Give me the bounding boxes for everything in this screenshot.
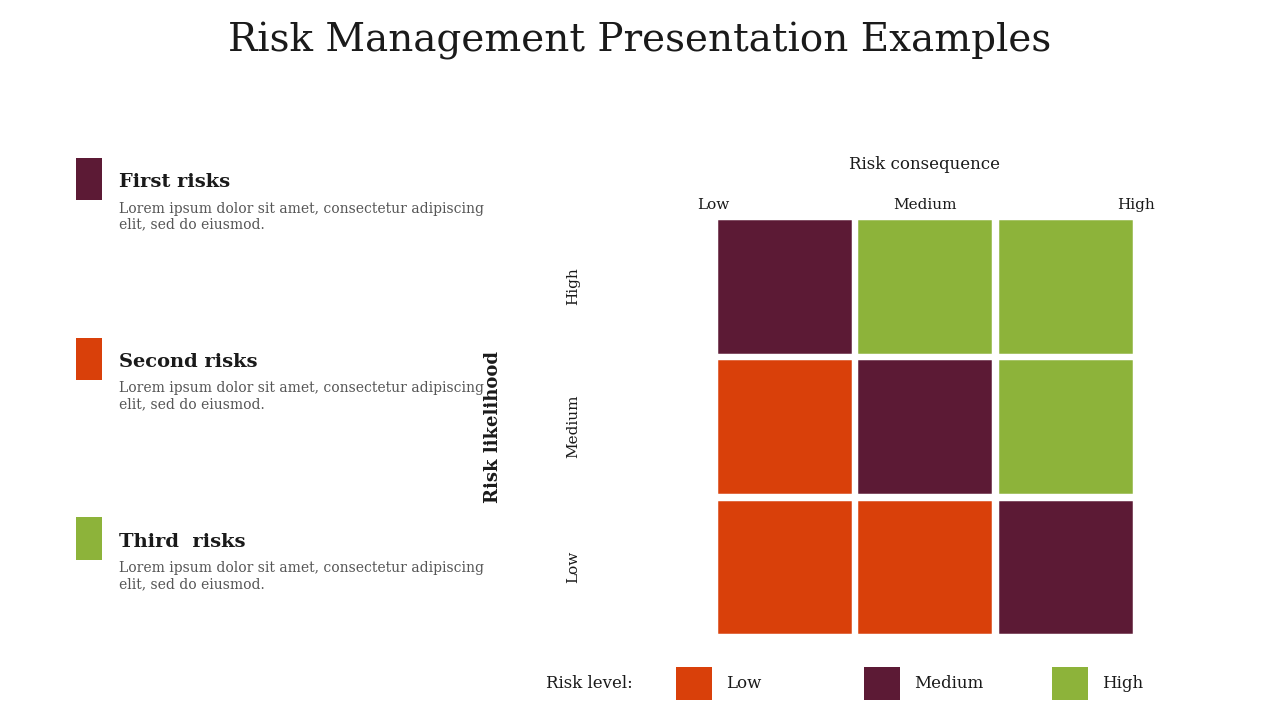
Text: High: High	[1117, 198, 1155, 212]
Text: Medium: Medium	[566, 395, 580, 459]
Text: Lorem ipsum dolor sit amet, consectetur adipiscing
elit, sed do eiusmod.: Lorem ipsum dolor sit amet, consectetur …	[119, 561, 484, 591]
FancyBboxPatch shape	[997, 358, 1134, 495]
Text: Third  risks: Third risks	[119, 533, 246, 551]
FancyBboxPatch shape	[676, 667, 712, 700]
FancyBboxPatch shape	[856, 217, 993, 355]
FancyBboxPatch shape	[864, 667, 900, 700]
Text: Low: Low	[727, 675, 762, 693]
Text: High: High	[1102, 675, 1143, 693]
FancyBboxPatch shape	[856, 498, 993, 636]
Text: Medium: Medium	[893, 198, 956, 212]
FancyBboxPatch shape	[716, 358, 852, 495]
FancyBboxPatch shape	[77, 518, 102, 559]
Text: Lorem ipsum dolor sit amet, consectetur adipiscing
elit, sed do eiusmod.: Lorem ipsum dolor sit amet, consectetur …	[119, 382, 484, 411]
Text: Risk level:: Risk level:	[545, 675, 632, 693]
FancyBboxPatch shape	[1052, 667, 1088, 700]
Text: Second risks: Second risks	[119, 353, 257, 372]
Text: Lorem ipsum dolor sit amet, consectetur adipiscing
elit, sed do eiusmod.: Lorem ipsum dolor sit amet, consectetur …	[119, 202, 484, 232]
FancyBboxPatch shape	[716, 217, 852, 355]
FancyBboxPatch shape	[997, 217, 1134, 355]
Text: Medium: Medium	[914, 675, 984, 693]
Text: First risks: First risks	[119, 174, 230, 192]
FancyBboxPatch shape	[77, 158, 102, 200]
FancyBboxPatch shape	[77, 338, 102, 380]
FancyBboxPatch shape	[856, 358, 993, 495]
Text: High: High	[566, 267, 580, 305]
Text: Risk Management Presentation Examples: Risk Management Presentation Examples	[228, 22, 1052, 60]
Text: Low: Low	[566, 551, 580, 583]
FancyBboxPatch shape	[997, 498, 1134, 636]
Text: Risk consequence: Risk consequence	[850, 156, 1000, 173]
Text: Risk likelihood: Risk likelihood	[484, 351, 502, 503]
Text: Low: Low	[698, 198, 730, 212]
FancyBboxPatch shape	[716, 498, 852, 636]
